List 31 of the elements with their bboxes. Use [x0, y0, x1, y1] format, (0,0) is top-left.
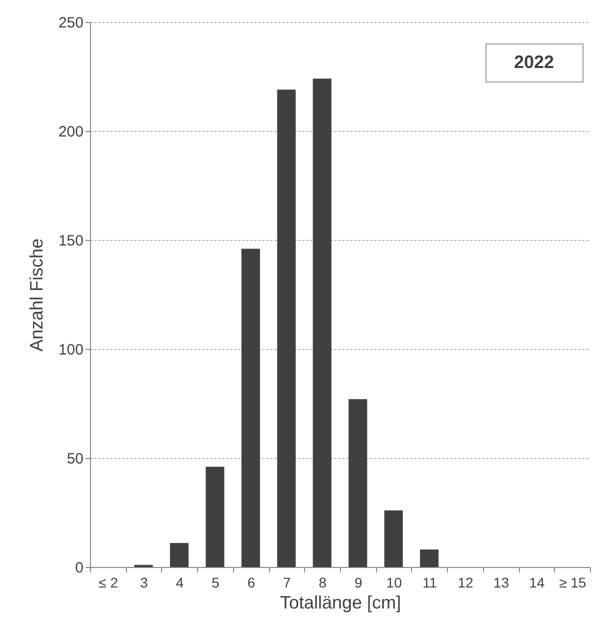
y-tick-label: 50	[66, 450, 84, 468]
x-tick-label: 9	[354, 574, 362, 590]
x-tick-label: 12	[458, 574, 474, 590]
x-tick-label: 10	[386, 574, 402, 590]
bar	[384, 510, 403, 567]
bar	[277, 90, 296, 567]
x-axis-title: Totallänge [cm]	[280, 592, 402, 612]
bar	[170, 543, 189, 567]
bar	[312, 78, 332, 567]
y-tick-label: 250	[58, 14, 84, 32]
x-tick-label: 13	[493, 574, 510, 590]
bar	[206, 466, 224, 567]
y-tick-label: 0	[75, 560, 84, 576]
bar	[420, 550, 439, 567]
x-tick-label: 7	[283, 574, 292, 590]
y-tick-label: 100	[58, 342, 84, 358]
x-tick-label: 14	[529, 574, 545, 590]
x-tick-label: ≤ 2	[98, 574, 118, 590]
x-tick-label: ≥ 15	[559, 574, 586, 590]
y-tick-label: 200	[58, 124, 84, 140]
bar	[241, 248, 260, 567]
x-tick-label: 5	[212, 574, 220, 590]
y-axis-title: Anzahl Fische	[26, 238, 46, 352]
x-tick-label: 8	[318, 574, 327, 590]
x-tick-label: 6	[247, 574, 256, 590]
annotation: 2022	[514, 52, 554, 72]
y-tick-label: 150	[58, 232, 84, 250]
x-tick-label: 3	[140, 574, 148, 590]
x-tick-label: 11	[422, 574, 438, 590]
x-tick-label: 4	[176, 574, 184, 590]
bar	[348, 399, 368, 567]
